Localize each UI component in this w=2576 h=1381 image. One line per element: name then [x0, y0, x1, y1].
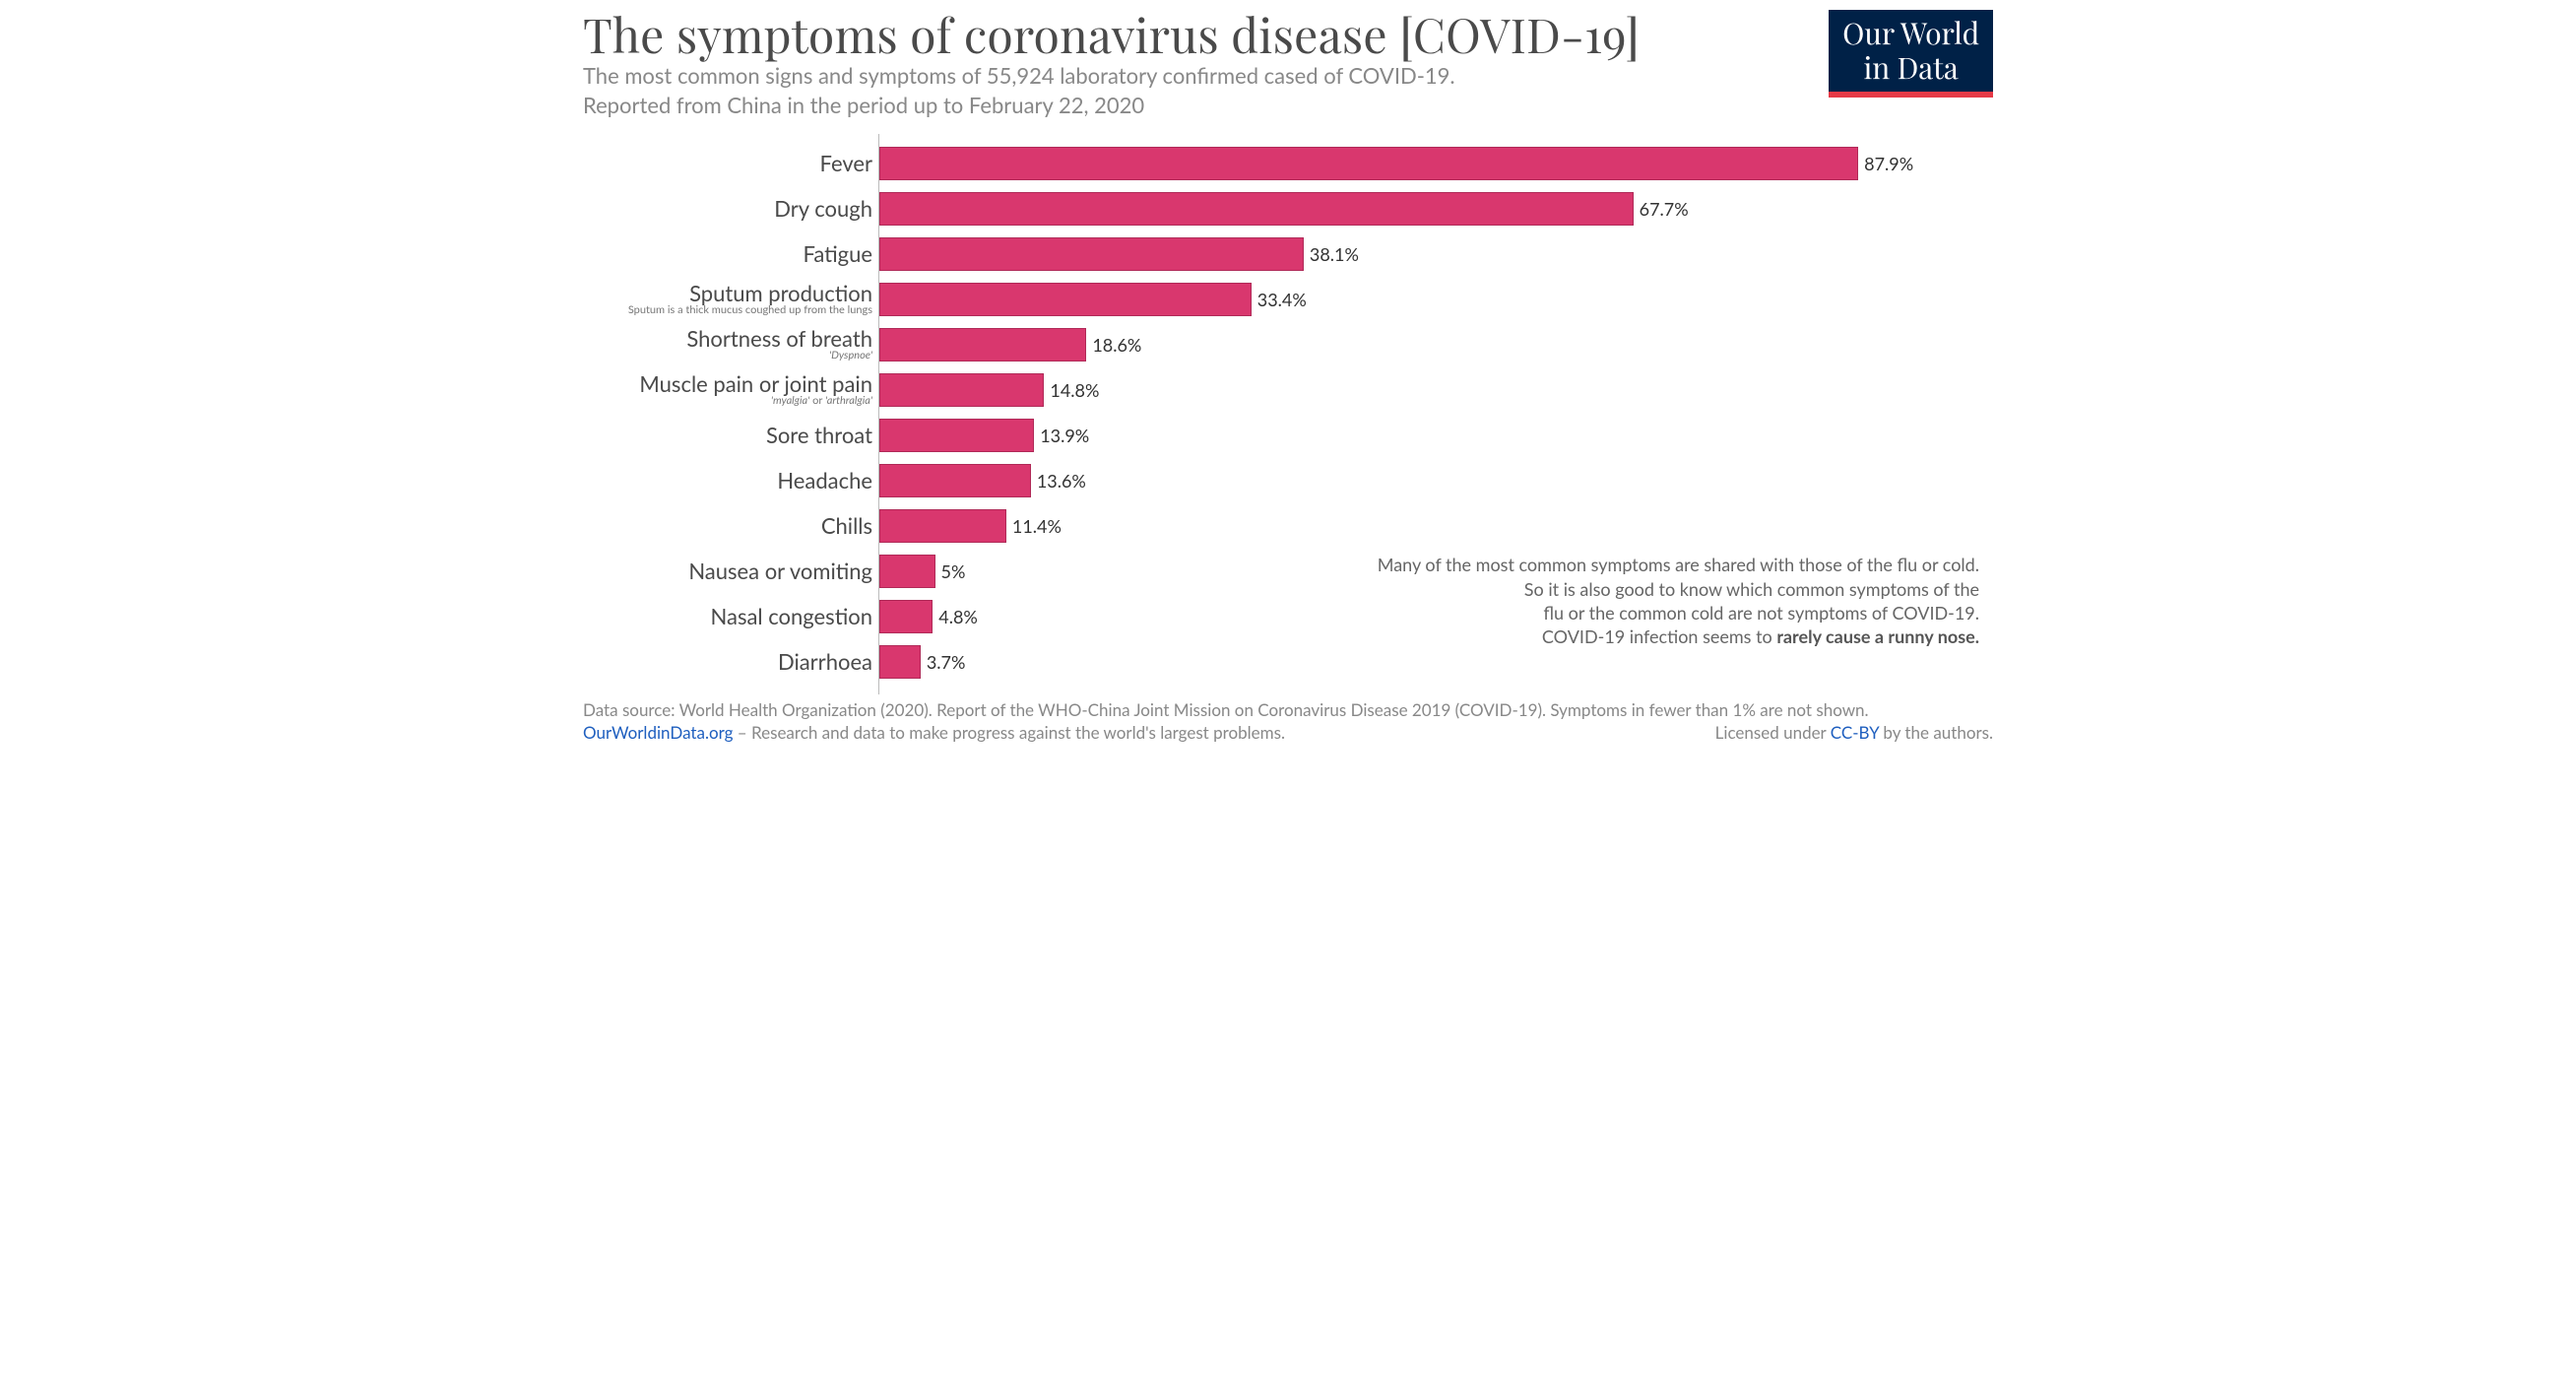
annotation-line-1: Many of the most common symptoms are sha…	[1378, 554, 1979, 575]
bar	[879, 237, 1304, 271]
bar-label: Shortness of breath	[686, 327, 872, 350]
bar-sublabel: 'myalgia' or 'arthralgia'	[771, 395, 872, 407]
bar-value: 13.9%	[1040, 425, 1089, 446]
bar	[879, 419, 1034, 452]
bar-label: Chills	[821, 514, 872, 537]
subtitle-line-2: Reported from China in the period up to …	[583, 92, 1144, 118]
bar-value: 67.7%	[1640, 198, 1689, 220]
footer-source: Data source: World Health Organization (…	[583, 699, 1993, 722]
bar-label: Fever	[819, 152, 872, 174]
footer-license-link[interactable]: CC-BY	[1831, 722, 1879, 743]
bar	[879, 645, 921, 679]
annotation-line-4-prefix: COVID-19 infection seems to	[1542, 625, 1776, 647]
bar-label: Nausea or vomiting	[688, 559, 872, 582]
chart-row: Headache 13.6%	[583, 458, 1993, 503]
bar-value: 13.6%	[1037, 470, 1086, 492]
bar-label: Dry cough	[774, 197, 872, 220]
bar	[879, 509, 1006, 543]
bar	[879, 328, 1086, 362]
chart-row: Fever 87.9%	[583, 141, 1993, 186]
subtitle-line-1: The most common signs and symptoms of 55…	[583, 62, 1455, 89]
bar-value: 3.7%	[927, 651, 966, 673]
annotation-line-4-bold: rarely cause a runny nose.	[1776, 625, 1979, 647]
symptoms-bar-chart: Fever 87.9% Dry cough 67.7% Fatigue 38.1% Sput…	[583, 134, 1993, 691]
chart-row: Muscle pain or joint pain'myalgia' or 'a…	[583, 367, 1993, 413]
chart-row: Dry cough 67.7%	[583, 186, 1993, 231]
bar-value: 5%	[941, 560, 966, 582]
chart-row: Chills 11.4%	[583, 503, 1993, 549]
bar-label: Sputum production	[689, 282, 872, 304]
bar	[879, 464, 1031, 497]
chart-title: The symptoms of coronavirus disease [COV…	[583, 10, 1809, 59]
chart-row: Sputum productionSputum is a thick mucus…	[583, 277, 1993, 322]
owid-logo: Our World in Data	[1829, 10, 1993, 98]
bar-label: Nasal congestion	[711, 605, 872, 627]
footer-site-link[interactable]: OurWorldinData.org	[583, 722, 733, 743]
bar-label: Headache	[777, 469, 872, 492]
footer-tagline: – Research and data to make progress aga…	[733, 722, 1285, 743]
logo-accent-bar	[1829, 92, 1993, 98]
footer-license-prefix: Licensed under	[1715, 722, 1831, 743]
bar	[879, 147, 1858, 180]
chart-annotation: Many of the most common symptoms are sha…	[1300, 553, 1979, 648]
chart-subtitle: The most common signs and symptoms of 55…	[583, 61, 1809, 119]
bar-value: 87.9%	[1864, 153, 1913, 174]
chart-row: Fatigue 38.1%	[583, 231, 1993, 277]
bar	[879, 283, 1252, 316]
chart-row: Shortness of breath'Dyspnoe' 18.6%	[583, 322, 1993, 367]
bar-value: 11.4%	[1012, 515, 1062, 537]
chart-row: Sore throat 13.9%	[583, 413, 1993, 458]
logo-line-2: in Data	[1863, 47, 1958, 87]
annotation-line-2: So it is also good to know which common …	[1524, 578, 1979, 600]
bar-value: 33.4%	[1257, 289, 1307, 310]
bar-value: 4.8%	[938, 606, 978, 627]
bar-label: Fatigue	[803, 242, 872, 265]
bar	[879, 192, 1634, 226]
bar	[879, 373, 1044, 407]
bar-value: 14.8%	[1050, 379, 1099, 401]
bar-value: 18.6%	[1092, 334, 1141, 356]
bar	[879, 555, 935, 588]
bar-value: 38.1%	[1310, 243, 1359, 265]
annotation-line-3: flu or the common cold are not symptoms …	[1543, 602, 1979, 624]
chart-footer: Data source: World Health Organization (…	[583, 699, 1993, 745]
bar-label: Sore throat	[766, 424, 872, 446]
bar-sublabel: 'Dyspnoe'	[829, 350, 872, 362]
bar-label: Muscle pain or joint pain	[639, 372, 872, 395]
footer-license-suffix: by the authors.	[1879, 722, 1993, 743]
bar	[879, 600, 933, 633]
bar-label: Diarrhoea	[778, 650, 872, 673]
bar-sublabel: Sputum is a thick mucus coughed up from …	[628, 304, 872, 316]
